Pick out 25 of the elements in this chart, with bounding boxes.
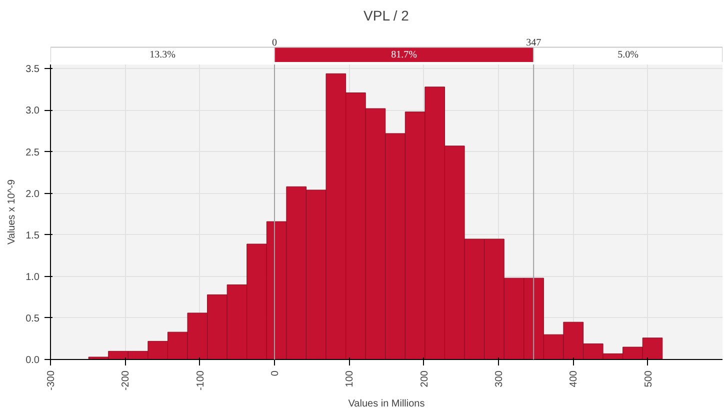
y-tick-label: 3.5 xyxy=(26,64,40,76)
x-tick-label: 100 xyxy=(344,370,356,388)
y-axis-title: Values x 10^-9 xyxy=(6,179,18,245)
chart-title: VPL / 2 xyxy=(364,8,410,24)
y-tick-label: 0.5 xyxy=(26,313,40,324)
x-axis-title: Values in Millions xyxy=(348,398,425,410)
x-tick-label: 400 xyxy=(568,370,580,388)
x-tick-label: 500 xyxy=(643,370,654,388)
y-tick-label: 2.5 xyxy=(26,147,40,158)
text: 13.3% xyxy=(150,50,176,61)
x-tick-label: -300 xyxy=(46,370,57,391)
y-tick-label: 1.0 xyxy=(26,272,40,283)
y-tick-label: 1.5 xyxy=(26,230,40,242)
x-tick-label: 200 xyxy=(419,370,430,388)
y-tick-label: 3.0 xyxy=(26,106,40,117)
y-tick-label: 2.0 xyxy=(26,188,40,200)
x-tick-label: -100 xyxy=(195,370,206,391)
x-tick-label: 0 xyxy=(270,370,281,376)
ref-line-label: 347 xyxy=(526,38,542,48)
text: 5.0% xyxy=(618,50,638,61)
x-tick-label: 300 xyxy=(494,370,505,388)
ref-line-label: 0 xyxy=(272,38,277,48)
y-tick-label: 0.0 xyxy=(26,355,40,366)
text: 81.7% xyxy=(391,50,417,61)
x-tick-label: -200 xyxy=(120,370,132,391)
